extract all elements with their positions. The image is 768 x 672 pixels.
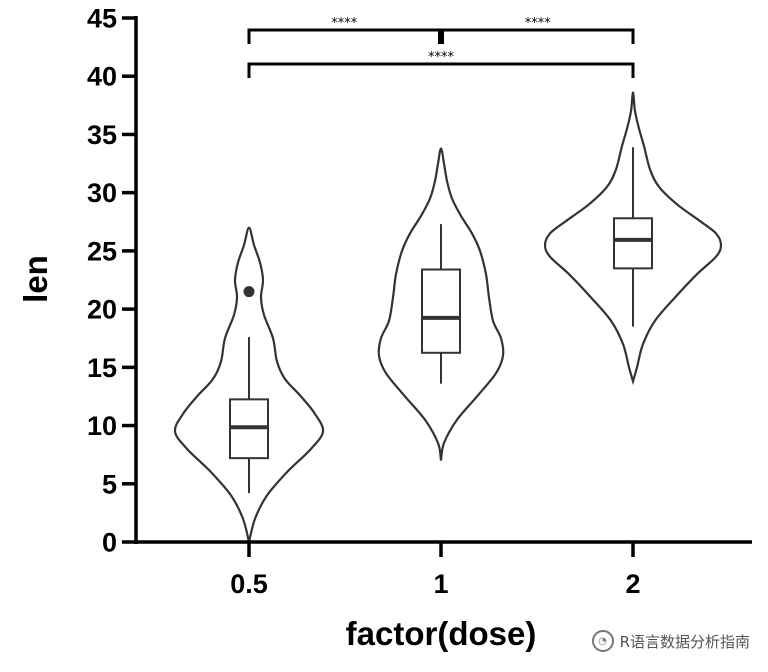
y-tick-label-45: 45: [87, 4, 117, 34]
bracket-0.5-vs-2: [247, 62, 635, 78]
violin-1: [377, 147, 505, 461]
y-tick-label-35: 35: [87, 120, 117, 150]
sig-label-0.5-vs-1: ****: [331, 16, 358, 31]
y-tick-label-10: 10: [87, 411, 117, 441]
bracket-1-vs-2: [441, 28, 635, 44]
outlier-0.5-0: [243, 286, 255, 298]
y-tick-label-30: 30: [87, 178, 117, 208]
violin-2: [543, 91, 723, 386]
sig-label-1-vs-2: ****: [525, 16, 552, 31]
box-1: [421, 268, 461, 354]
y-tick-label-20: 20: [87, 295, 117, 325]
y-tick-label-40: 40: [87, 62, 117, 92]
significance-layer: **** **** ****: [247, 16, 635, 78]
axes-layer: 0 5 10 15 20 25 30 35 40 45 0.5 1 2: [87, 4, 752, 599]
bracket-0.5-vs-1: [247, 28, 441, 44]
watermark: ◔ R语言数据分析指南: [587, 628, 754, 654]
y-tick-label-25: 25: [87, 236, 117, 266]
y-tick-label-0: 0: [102, 528, 117, 558]
x-axis-title: factor(dose): [346, 615, 537, 652]
watermark-text: R语言数据分析指南: [619, 632, 750, 651]
violin-0.5: [173, 226, 325, 543]
y-tick-label-15: 15: [87, 353, 117, 383]
x-tick-label-1: 1: [433, 569, 448, 599]
x-tick-label-0.5: 0.5: [230, 569, 268, 599]
box-2: [613, 217, 653, 270]
violin-layer: [173, 91, 723, 543]
y-tick-label-5: 5: [102, 469, 117, 499]
wechat-icon: ◔: [591, 630, 614, 652]
y-axis-title: len: [17, 255, 54, 303]
x-tick-label-2: 2: [625, 569, 640, 599]
boxplot-layer: [229, 147, 653, 494]
sig-label-0.5-vs-2: ****: [428, 50, 455, 65]
